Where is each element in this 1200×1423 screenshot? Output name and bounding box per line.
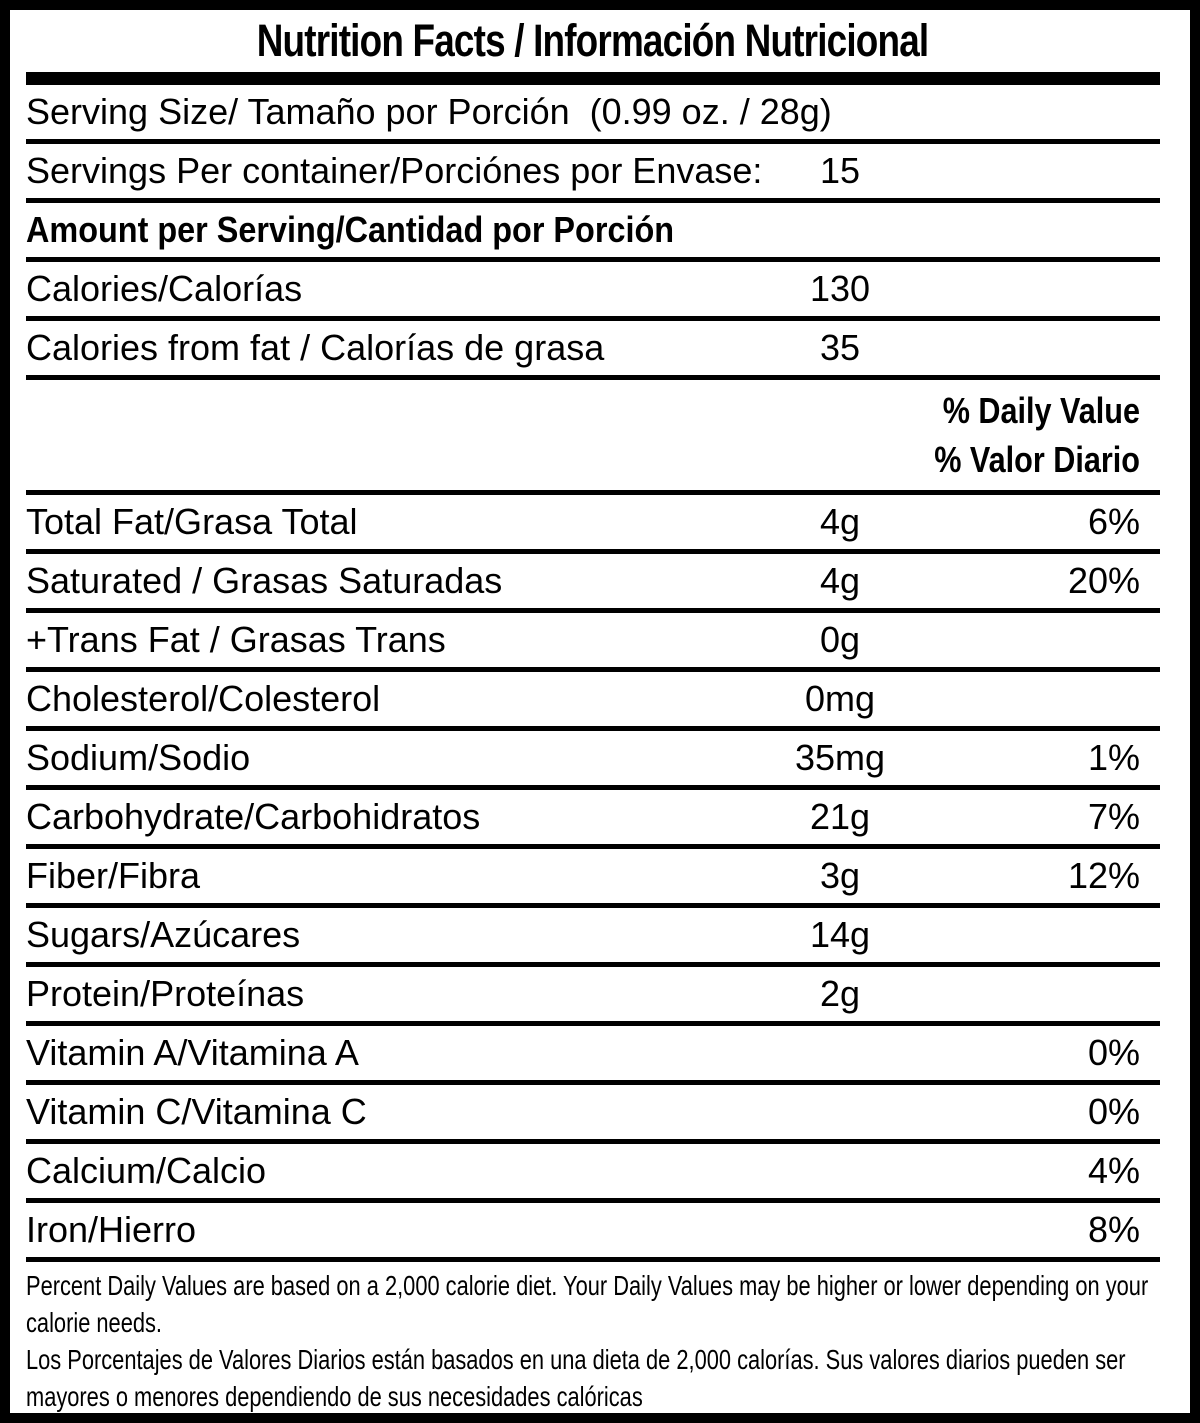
- amount-per-serving-row: Amount per Serving/Cantidad por Porción: [26, 203, 1160, 262]
- nutrient-label: Fiber/Fibra: [26, 855, 201, 896]
- nutrient-daily-value: 12%: [1067, 855, 1140, 896]
- nutrient-daily-value: 1%: [1087, 737, 1140, 778]
- nutrient-label: Protein/Proteínas: [26, 973, 305, 1014]
- nutrient-daily-value: 6%: [1087, 501, 1140, 542]
- servings-per-container-label: Servings Per container/Porciónes por Env…: [26, 150, 763, 191]
- title-divider-bar: [26, 72, 1160, 85]
- nutrient-label: Saturated / Grasas Saturadas: [26, 560, 503, 601]
- nutrient-label: Iron/Hierro: [26, 1209, 197, 1250]
- nutrient-label: +Trans Fat / Grasas Trans: [26, 619, 446, 660]
- nutrient-label: Sugars/Azúcares: [26, 914, 301, 955]
- nutrient-amount: 14g: [809, 914, 871, 955]
- nutrient-amount: 35mg: [794, 737, 886, 778]
- nutrient-daily-value: 4%: [1087, 1150, 1140, 1191]
- nutrient-label: Vitamin A/Vitamina A: [26, 1032, 359, 1073]
- nutrient-amount: 0g: [819, 619, 861, 660]
- nutrient-daily-value: 8%: [1087, 1209, 1140, 1250]
- nutrient-daily-value: 7%: [1087, 796, 1140, 837]
- nutrient-label: Carbohydrate/Carbohidratos: [26, 796, 481, 837]
- calories-label: Calories/Calorías: [26, 268, 303, 309]
- nutrient-label: Calcium/Calcio: [26, 1150, 267, 1191]
- footnote-en: Percent Daily Values are based on a 2,00…: [26, 1270, 1149, 1338]
- label-title: Nutrition Facts / Información Nutriciona…: [26, 10, 1160, 72]
- nutrient-row-saturated-fat: Saturated / Grasas Saturadas 4g 20%: [26, 554, 1160, 613]
- footnote-text-block: Percent Daily Values are based on a 2,00…: [26, 1267, 1160, 1413]
- footnote: Percent Daily Values are based on a 2,00…: [26, 1262, 1160, 1413]
- footnote-es: Los Porcentajes de Valores Diarios están…: [26, 1344, 1126, 1412]
- nutrient-row-fiber: Fiber/Fibra 3g 12%: [26, 849, 1160, 908]
- nutrient-label: Cholesterol/Colesterol: [26, 678, 381, 719]
- nutrient-row-vitamin-a: Vitamin A/Vitamina A 0%: [26, 1026, 1160, 1085]
- nutrient-amount: 3g: [819, 855, 861, 896]
- nutrient-label: Vitamin C/Vitamina C: [26, 1091, 367, 1132]
- nutrient-amount: 2g: [819, 973, 861, 1014]
- nutrient-row-carbohydrate: Carbohydrate/Carbohidratos 21g 7%: [26, 790, 1160, 849]
- calories-row: Calories/Calorías 130: [26, 262, 1160, 321]
- nutrient-amount: 4g: [819, 560, 861, 601]
- nutrient-row-protein: Protein/Proteínas 2g: [26, 967, 1160, 1026]
- calories-value: 130: [809, 268, 871, 309]
- nutrient-row-sugars: Sugars/Azúcares 14g: [26, 908, 1160, 967]
- nutrient-row-total-fat: Total Fat/Grasa Total 4g 6%: [26, 495, 1160, 554]
- nutrient-daily-value: 20%: [1067, 560, 1140, 601]
- nutrient-row-calcium: Calcium/Calcio 4%: [26, 1144, 1160, 1203]
- daily-value-header-es: % Valor Diario: [934, 438, 1140, 480]
- nutrient-label: Total Fat/Grasa Total: [26, 501, 358, 542]
- serving-size-label: Serving Size/ Tamaño por Porción (0.99 o…: [26, 91, 832, 132]
- serving-size-row: Serving Size/ Tamaño por Porción (0.99 o…: [26, 85, 1160, 144]
- nutrient-daily-value: 0%: [1087, 1032, 1140, 1073]
- amount-per-serving-label: Amount per Serving/Cantidad por Porción: [26, 209, 675, 250]
- calories-from-fat-row: Calories from fat / Calorías de grasa 35: [26, 321, 1160, 380]
- calories-from-fat-label: Calories from fat / Calorías de grasa: [26, 327, 605, 368]
- daily-value-header-en: % Daily Value: [942, 389, 1140, 431]
- servings-per-container-value: 15: [819, 150, 861, 191]
- nutrient-row-iron: Iron/Hierro 8%: [26, 1203, 1160, 1262]
- label-title-text: Nutrition Facts / Información Nutriciona…: [257, 15, 929, 66]
- calories-from-fat-value: 35: [819, 327, 861, 368]
- nutrient-row-trans-fat: +Trans Fat / Grasas Trans 0g: [26, 613, 1160, 672]
- servings-per-container-row: Servings Per container/Porciónes por Env…: [26, 144, 1160, 203]
- nutrient-amount: 0mg: [804, 678, 876, 719]
- nutrient-amount: 4g: [819, 501, 861, 542]
- nutrient-amount: 21g: [809, 796, 871, 837]
- nutrient-row-vitamin-c: Vitamin C/Vitamina C 0%: [26, 1085, 1160, 1144]
- daily-value-header: % Daily Value % Valor Diario: [26, 380, 1160, 495]
- nutrient-row-cholesterol: Cholesterol/Colesterol 0mg: [26, 672, 1160, 731]
- nutrient-row-sodium: Sodium/Sodio 35mg 1%: [26, 731, 1160, 790]
- nutrient-daily-value: 0%: [1087, 1091, 1140, 1132]
- nutrient-label: Sodium/Sodio: [26, 737, 251, 778]
